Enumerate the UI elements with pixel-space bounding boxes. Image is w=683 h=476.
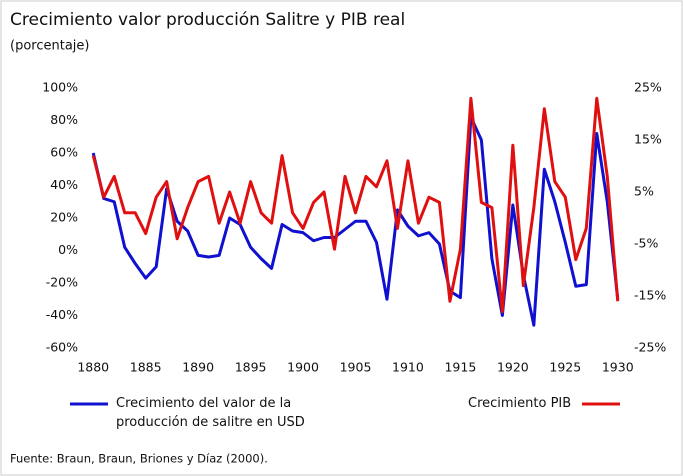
y-tick-label: 0% [58, 242, 78, 257]
y-tick-label: -20% [46, 275, 78, 290]
chart-subtitle: (porcentaje) [10, 39, 89, 54]
y-tick-label: 20% [50, 210, 78, 225]
x-tick-label: 1895 [235, 360, 267, 375]
y-tick-label: 80% [50, 112, 78, 127]
y2-tick-label: 5% [634, 184, 654, 199]
y2-tick-label: 15% [634, 132, 662, 147]
chart-title: Crecimiento valor producción Salitre y P… [10, 10, 405, 30]
x-tick-label: 1890 [182, 360, 214, 375]
x-tick-label: 1930 [602, 360, 634, 375]
x-tick-label: 1900 [287, 360, 319, 375]
x-tick-label: 1885 [130, 360, 162, 375]
y-tick-label: -60% [46, 340, 78, 355]
y2-tick-label: -15% [634, 288, 666, 303]
legend-label: Crecimiento del valor de la producción d… [116, 396, 305, 430]
x-tick-label: 1925 [549, 360, 581, 375]
y2-tick-label: -5% [634, 236, 658, 251]
source-note: Fuente: Braun, Braun, Briones y Díaz (20… [10, 452, 268, 466]
y-tick-label: 40% [50, 177, 78, 192]
series-line [91, 96, 620, 314]
x-tick-label: 1920 [497, 360, 529, 375]
y2-tick-label: 25% [634, 80, 662, 95]
y-tick-label: 100% [42, 80, 78, 95]
x-tick-label: 1880 [77, 360, 109, 375]
x-tick-label: 1915 [444, 360, 476, 375]
y-tick-label: -40% [46, 307, 78, 322]
x-tick-label: 1905 [340, 360, 372, 375]
legend-label: Crecimiento PIB [468, 396, 572, 411]
y-tick-label: 60% [50, 145, 78, 160]
x-tick-label: 1910 [392, 360, 424, 375]
y2-tick-label: -25% [634, 340, 666, 355]
